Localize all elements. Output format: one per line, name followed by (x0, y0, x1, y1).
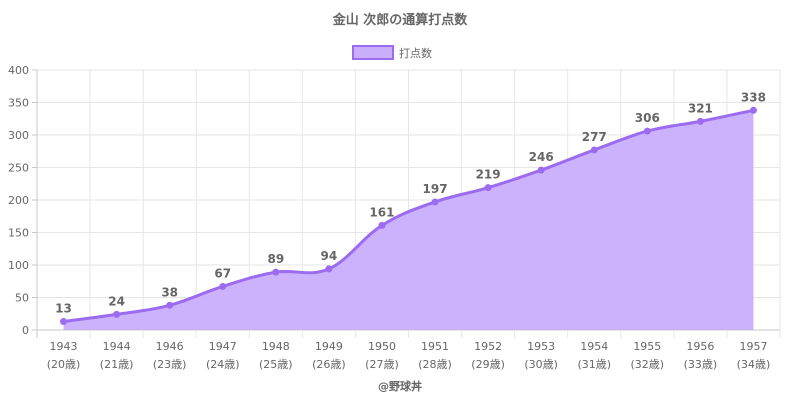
series-area (63, 110, 754, 330)
legend-label: 打点数 (399, 46, 432, 60)
x-tick-sublabel: (25歳) (259, 358, 293, 371)
data-point (219, 282, 227, 290)
data-label: 24 (108, 294, 125, 308)
data-point (113, 310, 121, 318)
data-point (484, 184, 492, 192)
data-label: 161 (369, 205, 394, 219)
x-tick-sublabel: (34歳) (737, 358, 771, 371)
chart-title: 金山 次郎の通算打点数 (332, 12, 469, 28)
data-point (325, 265, 333, 273)
y-tick-label: 300 (8, 129, 29, 142)
x-tick-label: 1951 (421, 340, 449, 353)
data-label: 306 (635, 111, 660, 125)
x-tick-sublabel: (21歳) (100, 358, 134, 371)
x-tick-sublabel: (31歳) (577, 358, 611, 371)
data-label: 246 (529, 150, 554, 164)
x-tick-label: 1955 (633, 340, 661, 353)
plot-area (60, 106, 757, 330)
x-tick-sublabel: (24歳) (206, 358, 240, 371)
x-tick-sublabel: (27歳) (365, 358, 399, 371)
x-tick-sublabel: (29歳) (471, 358, 505, 371)
x-tick-label: 1943 (50, 340, 78, 353)
data-point (378, 221, 386, 229)
data-point (749, 106, 757, 114)
data-point (590, 146, 598, 154)
x-tick-label: 1948 (262, 340, 290, 353)
series-line (63, 108, 754, 324)
data-label: 277 (582, 130, 607, 144)
x-tick-label: 1957 (739, 340, 767, 353)
y-tick-label: 250 (8, 162, 29, 175)
x-tick-label: 1944 (103, 340, 131, 353)
y-tick-label: 350 (8, 97, 29, 110)
data-label: 89 (267, 252, 284, 266)
data-label: 219 (476, 168, 501, 182)
data-point (696, 117, 704, 125)
x-tick-label: 1954 (580, 340, 608, 353)
x-tick-label: 1946 (156, 340, 184, 353)
x-tick-label: 1949 (315, 340, 343, 353)
data-label: 13 (55, 302, 72, 316)
data-label: 94 (321, 249, 338, 263)
x-tick-sublabel: (33歳) (684, 358, 718, 371)
data-point (272, 268, 280, 276)
legend-swatch (352, 45, 394, 60)
credit-text: @野球丼 (378, 379, 422, 393)
data-point (537, 166, 545, 174)
data-point (166, 301, 174, 309)
x-tick-sublabel: (23歳) (153, 358, 187, 371)
x-tick-sublabel: (28歳) (418, 358, 452, 371)
legend[interactable]: 打点数 (352, 45, 432, 60)
x-tick-label: 1953 (527, 340, 555, 353)
x-tick-label: 1952 (474, 340, 502, 353)
y-tick-label: 200 (8, 194, 29, 207)
axes: 0 50 100 150 200 250 300 350 400 1943 (20歳) 1944 (21… (8, 64, 770, 371)
data-labels: 13 24 38 67 89 94 161 197 219 246 277 306 321 338 (55, 90, 766, 315)
data-label: 321 (688, 101, 713, 115)
x-tick-sublabel: (26歳) (312, 358, 346, 371)
data-label: 67 (214, 266, 231, 280)
data-point (431, 198, 439, 206)
y-tick-label: 50 (15, 292, 29, 305)
data-point (60, 318, 68, 326)
y-tick-label: 0 (22, 324, 29, 337)
x-tick-sublabel: (20歳) (47, 358, 81, 371)
data-label: 38 (161, 285, 178, 299)
y-tick-label: 150 (8, 227, 29, 240)
x-tick-label: 1956 (686, 340, 714, 353)
y-tick-label: 100 (8, 259, 29, 272)
x-tick-label: 1947 (209, 340, 237, 353)
data-label: 197 (423, 182, 448, 196)
y-tick-label: 400 (8, 64, 29, 77)
x-tick-sublabel: (30歳) (524, 358, 558, 371)
x-tick-label: 1950 (368, 340, 396, 353)
data-point (643, 127, 651, 135)
data-label: 338 (741, 90, 766, 104)
x-tick-sublabel: (32歳) (631, 358, 665, 371)
